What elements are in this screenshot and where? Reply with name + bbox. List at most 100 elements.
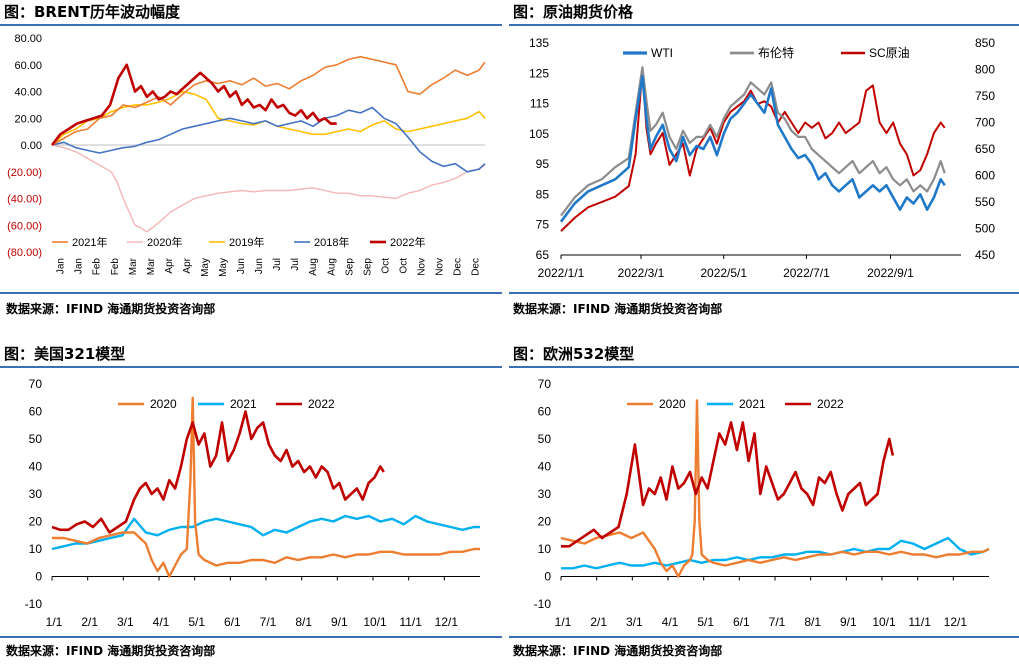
- y-left-tick-label: 75: [536, 218, 550, 232]
- legend-label: 2021: [739, 397, 766, 411]
- y-right-tick-label: 700: [975, 116, 995, 130]
- legend-label: 2020: [659, 397, 686, 411]
- x-tick-label: Feb: [110, 258, 121, 276]
- y-tick-label: 40: [538, 460, 552, 474]
- x-tick-label: Dec: [471, 258, 482, 276]
- x-tick-label: 9/1: [331, 615, 348, 629]
- series-line-2019年: [51, 90, 486, 146]
- panel-crude-futures: 图：原油期货价格 135 125 115 105 95 85 75 65 850 800 750 70…: [509, 0, 1019, 330]
- y-tick-label: 20: [29, 515, 43, 529]
- x-tick-label: Sep: [362, 258, 373, 276]
- series-line-布伦特: [560, 66, 946, 217]
- x-tick-label: 4/1: [153, 615, 170, 629]
- data-source: 数据来源：IFIND 海通期货投资咨询部: [6, 644, 216, 658]
- x-tick-label: 12/1: [435, 615, 459, 629]
- data-source: 数据来源：IFIND 海通期货投资咨询部: [513, 302, 723, 316]
- x-tick-label: 2022/1/1: [538, 266, 585, 280]
- x-tick-label: Nov: [435, 258, 446, 276]
- legend-label: 2022: [308, 397, 335, 411]
- legend-label: 布伦特: [758, 45, 794, 60]
- legend-label: 2021: [230, 397, 257, 411]
- y-tick-label: 30: [538, 487, 552, 501]
- y-tick-label: 10: [29, 542, 43, 556]
- x-tick-label: 2022/3/1: [618, 266, 665, 280]
- y-tick-label: 60: [538, 405, 552, 419]
- x-tick-label: 1/1: [46, 615, 63, 629]
- series-line-2021: [51, 514, 480, 551]
- series-line-WTI: [559, 75, 946, 223]
- panel-us-321: 图：美国321模型 70 60 50 40 30 20 10 0 -10 1/1 2/1 3/1 4/1…: [0, 334, 509, 664]
- chart-brent-volatility: 80.00 60.00 40.00 20.00 0.00 (20.00) (40.00) (6…: [7, 33, 486, 277]
- chart-eu-532: 70 60 50 40 30 20 10 0 -101/1 2/1 3/1 4/1 5/1 6/1 7/1 8…: [534, 377, 990, 629]
- x-tick-label: 3/1: [117, 615, 134, 629]
- legend-label: 2022: [817, 397, 844, 411]
- y-right-tick-label: 550: [975, 195, 995, 209]
- x-tick-label: Jan: [74, 258, 85, 274]
- y-tick-label: 50: [538, 432, 552, 446]
- x-tick-label: 10/1: [872, 615, 896, 629]
- x-tick-label: 5/1: [188, 615, 205, 629]
- x-tick-label: May: [200, 258, 211, 277]
- y-tick-label: (60.00): [7, 220, 42, 232]
- x-tick-label: 7/1: [769, 615, 786, 629]
- y-tick-label: 60.00: [14, 60, 42, 72]
- x-tick-label: Apr: [182, 257, 193, 273]
- x-tick-label: 5/1: [697, 615, 714, 629]
- y-right-tick-label: 800: [975, 63, 995, 77]
- title-divider: [509, 24, 1019, 26]
- legend-label: 2018年: [314, 235, 349, 249]
- chart-crude-futures: 135 125 115 105 95 85 75 65 850 800 750 700 650 600 55…: [529, 36, 995, 280]
- x-tick-label: Sep: [344, 258, 355, 276]
- source-divider: [0, 636, 502, 638]
- y-right-tick-label: 850: [975, 36, 995, 50]
- x-tick-label: Jun: [236, 258, 247, 274]
- y-right-tick-label: 450: [975, 248, 995, 262]
- y-right-tick-label: 500: [975, 222, 995, 236]
- source-divider: [509, 636, 1019, 638]
- y-left-tick-label: 135: [529, 36, 549, 50]
- series-line-2020: [560, 399, 990, 578]
- y-tick-label: 70: [538, 377, 552, 391]
- x-tick-label: Mar: [146, 257, 157, 275]
- y-tick-label: 20.00: [14, 113, 42, 125]
- x-tick-label: 1/1: [555, 615, 572, 629]
- y-tick-label: 0: [35, 570, 42, 584]
- y-tick-label: 10: [538, 542, 552, 556]
- y-tick-label: 80.00: [14, 33, 42, 45]
- x-tick-label: May: [218, 258, 229, 277]
- x-tick-label: 2022/5/1: [700, 266, 747, 280]
- y-tick-label: 50: [29, 432, 43, 446]
- title-divider: [0, 24, 502, 26]
- x-tick-label: Nov: [416, 258, 427, 276]
- y-right-tick-label: 650: [975, 142, 995, 156]
- x-tick-label: 10/1: [363, 615, 387, 629]
- x-tick-label: Jan: [56, 258, 67, 274]
- y-left-tick-label: 105: [529, 127, 549, 141]
- y-right-tick-label: 600: [975, 169, 995, 183]
- x-tick-label: Aug: [326, 258, 337, 276]
- series-line-2018年: [51, 106, 486, 173]
- y-tick-label: (80.00): [7, 247, 42, 259]
- y-tick-label: (20.00): [7, 167, 42, 179]
- title-divider: [0, 366, 502, 368]
- y-left-tick-label: 115: [530, 97, 549, 111]
- x-tick-label: 11/1: [908, 615, 931, 629]
- chart-title: 图：美国321模型: [4, 345, 126, 363]
- series-line-2022年: [50, 63, 337, 146]
- x-tick-label: Jul: [290, 258, 301, 271]
- x-tick-label: 2022/9/1: [867, 266, 914, 280]
- x-tick-label: Feb: [92, 258, 103, 276]
- x-tick-label: 2/1: [590, 615, 607, 629]
- panel-eu-532: 图：欧洲532模型 70 60 50 40 30 20 10 0 -10 1/1 2/1 3/1 4/1…: [509, 334, 1019, 664]
- x-tick-label: 6/1: [733, 615, 750, 629]
- y-left-tick-label: 95: [536, 157, 550, 171]
- legend-label: SC原油: [869, 46, 910, 60]
- x-tick-label: Jul: [272, 258, 283, 271]
- x-tick-label: Jun: [254, 258, 265, 274]
- x-tick-label: Mar: [128, 257, 139, 275]
- x-tick-label: 4/1: [662, 615, 679, 629]
- chart-title: 图：欧洲532模型: [513, 345, 635, 363]
- source-divider: [0, 292, 502, 294]
- x-tick-label: Aug: [308, 258, 319, 276]
- chart-title: 图：原油期货价格: [513, 3, 634, 21]
